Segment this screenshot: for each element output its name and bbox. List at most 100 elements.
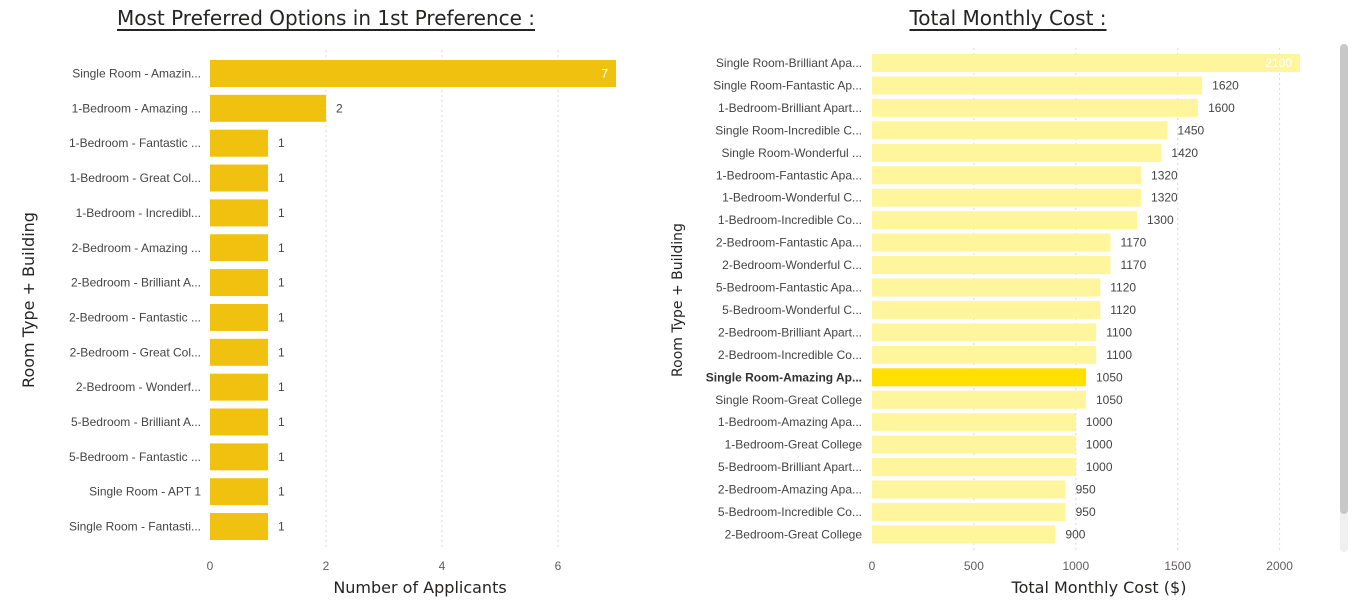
bar-0-2[interactable] <box>210 129 268 157</box>
value-label-1-10: 1120 <box>1110 281 1136 295</box>
bar-0-1[interactable] <box>210 94 326 122</box>
value-label-1-1: 1620 <box>1212 78 1239 92</box>
category-label-0-2: 1-Bedroom - Fantastic ... <box>69 136 201 150</box>
value-label-0-7: 1 <box>278 310 285 324</box>
value-label-1-9: 1170 <box>1120 258 1146 272</box>
bar-1-11[interactable] <box>872 300 1101 319</box>
category-label-0-4: 1-Bedroom - Incredibl... <box>76 206 201 220</box>
right-chart-scrollbar[interactable] <box>1340 44 1348 552</box>
bar-1-0[interactable] <box>872 54 1300 72</box>
bar-0-12[interactable] <box>210 478 268 506</box>
category-label-1-20: 5-Bedroom-Incredible Co... <box>718 505 862 519</box>
bar-0-4[interactable] <box>210 199 268 227</box>
bar-1-5[interactable] <box>872 166 1142 185</box>
bar-0-0[interactable] <box>210 60 616 87</box>
value-label-0-2: 1 <box>278 136 285 150</box>
right-chart-title: Total Monthly Cost : <box>909 6 1107 30</box>
x-tick-label-1-3: 1500 <box>1164 559 1191 573</box>
value-label-1-6: 1320 <box>1151 191 1178 205</box>
category-label-1-5: 1-Bedroom-Fantastic Apa... <box>716 168 862 182</box>
bar-1-16[interactable] <box>872 413 1076 432</box>
value-label-1-13: 1100 <box>1106 348 1132 362</box>
category-label-0-6: 2-Bedroom - Brilliant A... <box>71 276 201 290</box>
bar-0-6[interactable] <box>210 269 268 297</box>
bar-1-15[interactable] <box>872 390 1086 409</box>
bar-1-20[interactable] <box>872 503 1066 521</box>
bar-1-18[interactable] <box>872 458 1076 477</box>
value-label-1-17: 1000 <box>1086 438 1113 452</box>
value-label-1-4: 1420 <box>1171 146 1198 160</box>
bar-0-5[interactable] <box>210 234 268 262</box>
bar-0-7[interactable] <box>210 303 268 331</box>
bar-1-2[interactable] <box>872 98 1199 117</box>
bar-0-11[interactable] <box>210 443 268 471</box>
bar-1-13[interactable] <box>872 345 1097 364</box>
bar-1-9[interactable] <box>872 256 1111 275</box>
category-label-0-1: 1-Bedroom - Amazing ... <box>72 101 201 115</box>
category-label-0-5: 2-Bedroom - Amazing ... <box>72 241 201 255</box>
y-axis-title-1: Room Type + Building <box>670 223 686 377</box>
category-label-0-13: Single Room - Fantasti... <box>69 520 201 534</box>
x-tick-label-0-3: 6 <box>555 559 562 573</box>
bar-1-8[interactable] <box>872 233 1111 252</box>
category-label-1-8: 2-Bedroom-Fantastic Apa... <box>716 236 862 250</box>
x-axis-title-0: Number of Applicants <box>333 578 506 597</box>
value-label-0-9: 1 <box>278 380 285 394</box>
bar-1-7[interactable] <box>872 211 1137 230</box>
value-label-1-0: 2100 <box>1265 56 1292 70</box>
category-label-0-11: 5-Bedroom - Fantastic ... <box>69 450 201 464</box>
bar-1-4[interactable] <box>872 143 1162 162</box>
value-label-0-11: 1 <box>278 450 285 464</box>
bar-1-1[interactable] <box>872 76 1203 95</box>
category-label-1-12: 2-Bedroom-Brilliant Apart... <box>718 325 862 339</box>
category-label-1-14: Single Room-Amazing Ap... <box>706 370 862 384</box>
category-label-1-21: 2-Bedroom-Great College <box>725 527 863 541</box>
x-axis-title-1: Total Monthly Cost ($) <box>1011 578 1187 597</box>
bar-1-10[interactable] <box>872 278 1101 297</box>
bar-1-21[interactable] <box>872 525 1056 544</box>
value-label-1-11: 1120 <box>1110 303 1136 317</box>
category-label-1-13: 2-Bedroom-Incredible Co... <box>718 348 862 362</box>
category-label-0-0: Single Room - Amazin... <box>72 67 201 81</box>
bar-0-9[interactable] <box>210 373 268 401</box>
bar-0-3[interactable] <box>210 164 268 192</box>
category-label-1-4: Single Room-Wonderful ... <box>721 146 862 160</box>
category-label-0-3: 1-Bedroom - Great Col... <box>70 171 201 185</box>
category-label-1-18: 5-Bedroom-Brilliant Apart... <box>718 460 862 474</box>
x-tick-label-1-2: 1000 <box>1062 559 1089 573</box>
bar-0-10[interactable] <box>210 408 268 436</box>
value-label-0-12: 1 <box>278 485 285 499</box>
left-chart-title: Most Preferred Options in 1st Preference… <box>116 6 536 30</box>
bar-1-19[interactable] <box>872 480 1066 499</box>
bar-1-6[interactable] <box>872 188 1142 207</box>
category-label-1-2: 1-Bedroom-Brilliant Apart... <box>718 101 862 115</box>
category-label-1-7: 1-Bedroom-Incredible Co... <box>718 213 862 227</box>
value-label-1-21: 900 <box>1065 527 1085 541</box>
bar-0-13[interactable] <box>210 513 268 541</box>
category-label-0-9: 2-Bedroom - Wonderf... <box>76 380 201 394</box>
value-label-0-13: 1 <box>278 520 285 534</box>
bar-0-8[interactable] <box>210 338 268 366</box>
value-label-1-8: 1170 <box>1120 236 1146 250</box>
value-label-1-2: 1600 <box>1208 101 1235 115</box>
value-label-1-19: 950 <box>1076 483 1096 497</box>
category-label-1-9: 2-Bedroom-Wonderful C... <box>722 258 862 272</box>
x-tick-label-1-4: 2000 <box>1266 559 1293 573</box>
scrollbar-thumb[interactable] <box>1340 44 1348 514</box>
value-label-1-7: 1300 <box>1147 213 1174 227</box>
x-tick-label-0-0: 0 <box>207 559 214 573</box>
category-label-1-3: Single Room-Incredible C... <box>715 123 862 137</box>
value-label-1-16: 1000 <box>1086 415 1113 429</box>
category-label-0-8: 2-Bedroom - Great Col... <box>70 345 201 359</box>
category-label-1-15: Single Room-Great College <box>715 393 862 407</box>
category-label-1-0: Single Room-Brilliant Apa... <box>716 56 862 70</box>
value-label-0-5: 1 <box>278 241 285 255</box>
category-label-1-1: Single Room-Fantastic Ap... <box>713 78 862 92</box>
x-tick-label-1-1: 500 <box>964 559 984 573</box>
bar-1-14[interactable] <box>872 368 1086 387</box>
bar-1-12[interactable] <box>872 323 1097 342</box>
bar-1-3[interactable] <box>872 121 1168 140</box>
bar-1-17[interactable] <box>872 435 1076 454</box>
value-label-1-15: 1050 <box>1096 393 1123 407</box>
